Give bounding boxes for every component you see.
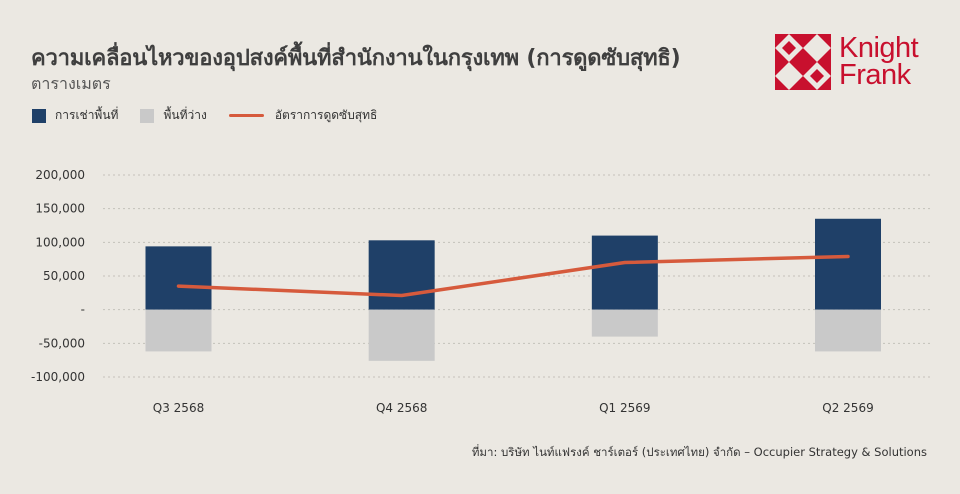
chart-plot: 200,000 150,000 100,000 50,000 - -50,000 -100,… xyxy=(31,168,930,415)
x-tick-label: Q1 2569 xyxy=(599,401,650,415)
absorption-point xyxy=(177,284,180,288)
bar-vacant xyxy=(145,309,212,352)
legend-swatch-vacant xyxy=(140,108,155,123)
legend-item-occupied: การเช่าพื้นที่ xyxy=(32,106,118,125)
x-tick-label: Q4 2568 xyxy=(376,401,427,415)
source-note: ที่มา: บริษัท ไนท์แฟรงค์ ชาร์เตอร์ (ประเ… xyxy=(471,445,927,459)
legend-label-absorption: อัตราการดูดซับสุทธิ xyxy=(274,108,378,122)
bar-vacant xyxy=(815,309,881,352)
y-tick-label: -100,000 xyxy=(31,370,85,384)
bar-occupied xyxy=(591,235,658,310)
y-tick-label: 200,000 xyxy=(35,168,85,182)
y-tick-label: 100,000 xyxy=(35,235,85,249)
absorption-point xyxy=(846,254,850,258)
absorption-point xyxy=(623,261,627,265)
logo-text-line1: Knight xyxy=(839,32,919,64)
knight-frank-logo: Knight Frank xyxy=(775,32,919,91)
bar-vacant xyxy=(591,309,658,337)
legend-item-absorption: อัตราการดูดซับสุทธิ xyxy=(228,106,378,125)
bar-occupied xyxy=(815,218,881,310)
bar-occupied xyxy=(145,246,212,310)
bar-occupied xyxy=(368,240,435,310)
bar-vacant xyxy=(368,309,435,361)
y-tick-label: 50,000 xyxy=(43,269,85,283)
y-tick-label: -50,000 xyxy=(39,336,85,350)
legend-item-vacant: พื้นที่ว่าง xyxy=(140,106,207,125)
x-tick-label: Q2 2569 xyxy=(822,401,873,415)
legend-swatch-absorption xyxy=(228,114,264,117)
x-tick-label: Q3 2568 xyxy=(153,401,204,415)
chart-legend: การเช่าพื้นที่ พื้นที่ว่าง อัตราการดูดซั… xyxy=(32,106,399,125)
absorption-point xyxy=(400,294,404,298)
absorption-line xyxy=(176,254,850,298)
chart-subtitle: ตารางเมตร xyxy=(31,74,111,93)
legend-label-vacant: พื้นที่ว่าง xyxy=(163,108,207,122)
y-tick-label: - xyxy=(81,303,85,317)
chart-title: ความเคลื่อนไหวของอุปสงค์พื้นที่สำนักงานใ… xyxy=(31,46,681,71)
legend-swatch-occupied xyxy=(32,108,46,123)
logo-text-line2: Frank xyxy=(839,59,911,91)
y-tick-label: 150,000 xyxy=(35,202,85,216)
legend-label-occupied: การเช่าพื้นที่ xyxy=(55,108,119,122)
knight-frank-logo-mark-icon xyxy=(775,34,831,90)
